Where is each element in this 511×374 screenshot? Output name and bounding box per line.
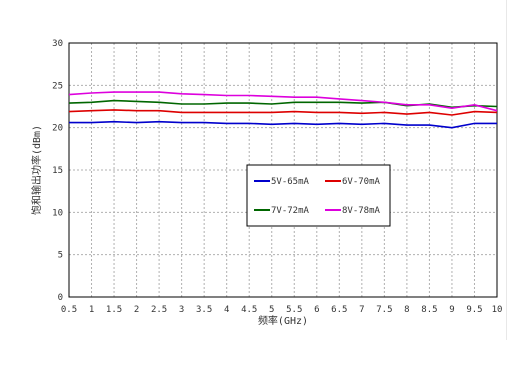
y-tick-label: 30	[52, 39, 63, 49]
figure-edge-line	[506, 0, 507, 340]
y-tick-label: 0	[58, 293, 63, 303]
legend: 5V-65mA 6V-70mA 7V-72mA 8V-78mA	[246, 164, 391, 227]
y-tick-labels: 0 5 10 15 20 25 30	[52, 39, 63, 303]
y-tick-label: 10	[52, 208, 63, 218]
x-tick-label: 10	[492, 305, 503, 315]
x-tick-labels: 0.5 1 1.5 2 2.5 3 3.5 4 4.5 5 5.5 6 6.5 7 7.5 8 8.5 9 9.5 1…	[61, 305, 503, 315]
y-axis-label: 饱和输出功率(dBm)	[30, 125, 43, 215]
x-tick-label: 9.5	[466, 305, 482, 315]
y-tick-label: 25	[52, 81, 63, 91]
x-tick-label: 8.5	[421, 305, 437, 315]
x-tick-label: 6	[314, 305, 319, 315]
x-tick-label: 5	[269, 305, 274, 315]
x-tick-label: 3	[179, 305, 184, 315]
y-tick-label: 20	[52, 124, 63, 134]
legend-box	[246, 164, 391, 227]
legend-label: 5V-65mA	[271, 177, 310, 187]
x-tick-label: 0.5	[61, 305, 77, 315]
x-tick-label: 1	[89, 305, 94, 315]
legend-label: 6V-70mA	[342, 177, 381, 187]
x-tick-label: 9	[449, 305, 454, 315]
y-tick-label: 15	[52, 166, 63, 176]
x-tick-label: 5.5	[286, 305, 302, 315]
plot-area-border	[68, 42, 498, 298]
x-tick-label: 2.5	[151, 305, 167, 315]
series-line-5V-65mA	[69, 120, 497, 129]
x-tick-label: 3.5	[196, 305, 212, 315]
x-tick-label: 7.5	[376, 305, 392, 315]
series-line-7V-72mA	[68, 99, 498, 109]
y-tick-label: 5	[58, 251, 63, 261]
x-tick-label: 7	[359, 305, 364, 315]
x-tick-label: 1.5	[106, 305, 122, 315]
legend-label: 8V-78mA	[342, 206, 381, 216]
series-lines	[68, 91, 498, 129]
x-tick-label: 6.5	[331, 305, 347, 315]
x-tick-label: 2	[134, 305, 139, 315]
x-tick-label: 4.5	[241, 305, 257, 315]
x-axis-label: 频率(GHz)	[258, 314, 308, 327]
x-tick-label: 4	[224, 305, 229, 315]
legend-label: 7V-72mA	[271, 206, 310, 216]
series-line-6V-70mA	[68, 109, 498, 116]
series-line-8V-78mA	[68, 91, 498, 112]
x-tick-label: 8	[404, 305, 409, 315]
